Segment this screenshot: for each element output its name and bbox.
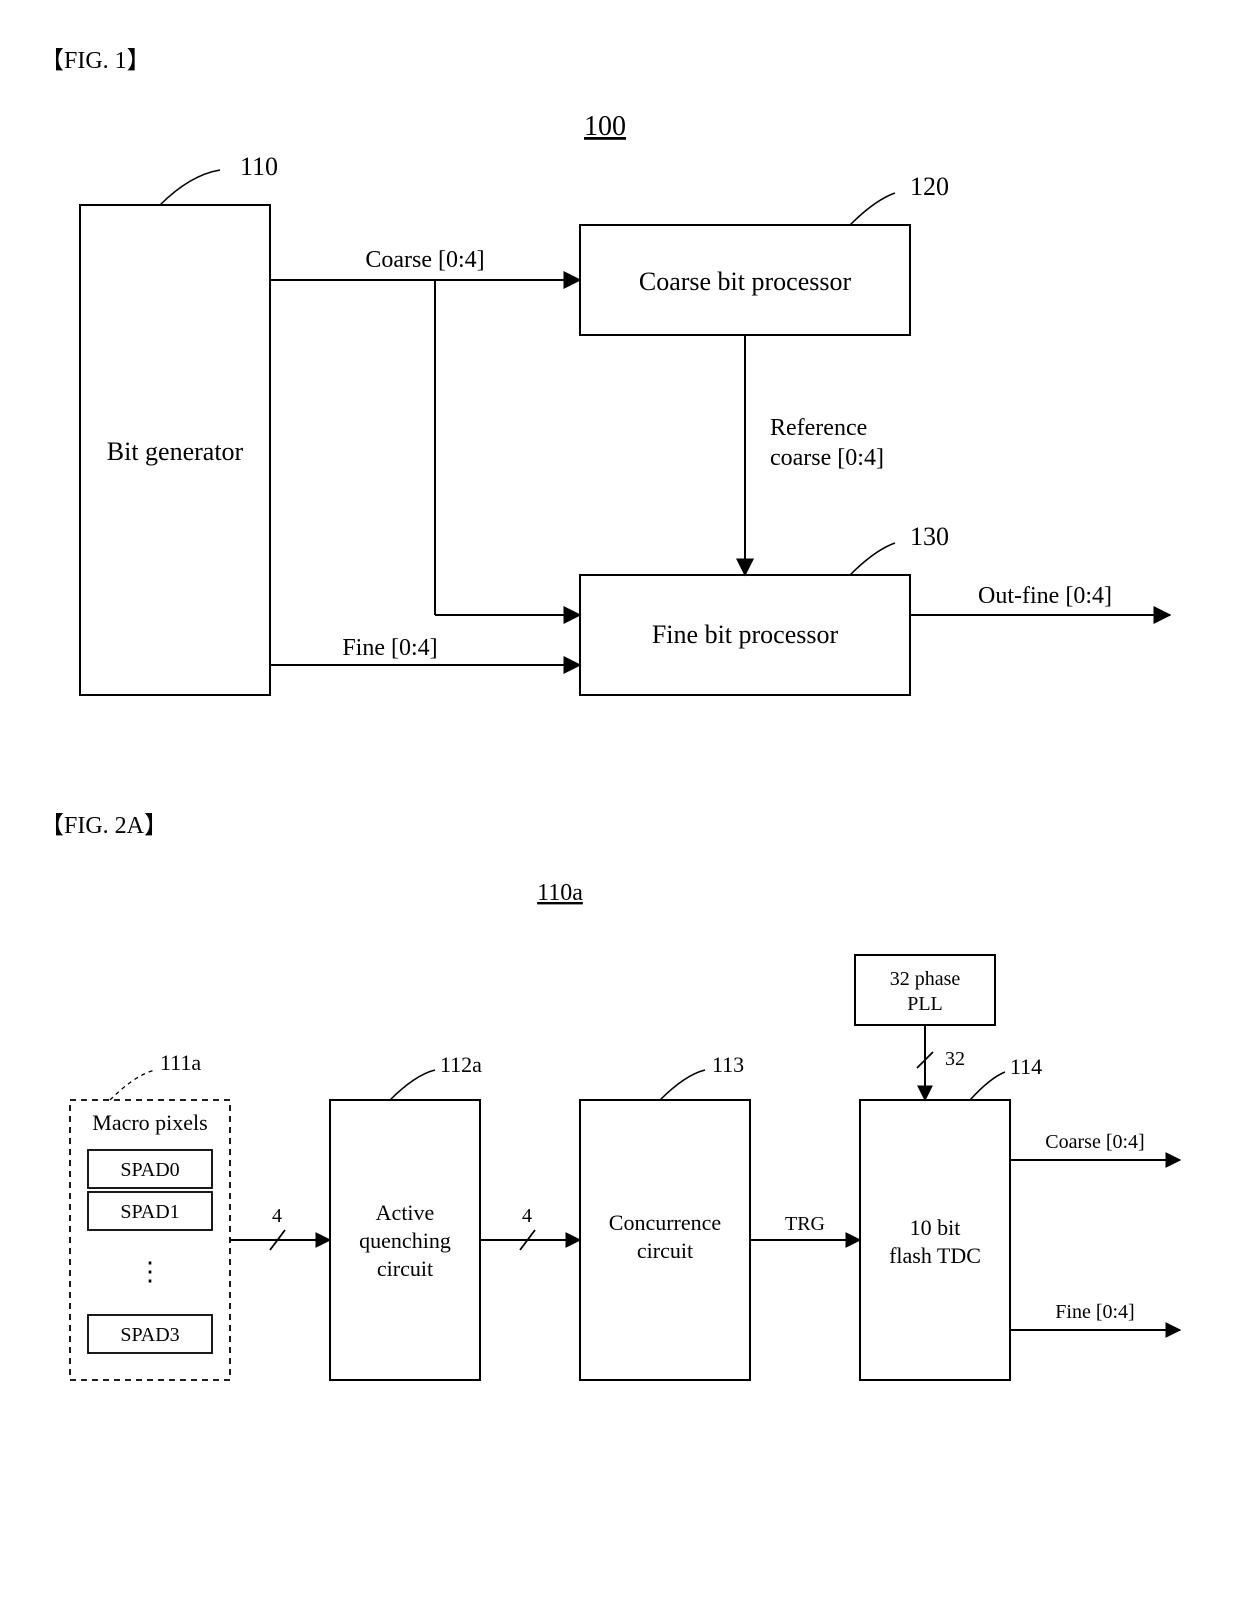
figure-1-svg: 100 Bit generator 110 Coarse bit process… — [40, 95, 1200, 745]
conc-label-l1: Concurrence — [609, 1210, 721, 1235]
signal-fine-in: Fine [0:4] — [342, 635, 437, 661]
signal-coarse-in: Coarse [0:4] — [365, 247, 484, 273]
tdc-ref: 114 — [1010, 1054, 1042, 1079]
conc-label-l2: circuit — [637, 1238, 693, 1263]
bit-generator-label: Bit generator — [107, 437, 244, 466]
ref-120-leader — [850, 193, 895, 225]
signal-bus4-a: 4 — [272, 1205, 282, 1227]
signal-coarse-out: Coarse [0:4] — [1045, 1131, 1144, 1153]
tdc-label-l2: flash TDC — [889, 1243, 981, 1268]
figure-2a-svg: 110a Macro pixels SPAD0 SPAD1 ⋮ SPAD3 11… — [40, 860, 1200, 1420]
tdc-label-l1: 10 bit — [910, 1215, 961, 1240]
pll-label-l2: PLL — [907, 993, 943, 1015]
ref-111a-leader — [110, 1070, 155, 1100]
coarse-processor-ref: 120 — [910, 172, 949, 201]
ref-114-leader — [970, 1072, 1005, 1100]
signal-ref-coarse-l1: Reference — [770, 415, 867, 441]
spad3-label: SPAD3 — [120, 1324, 179, 1346]
fine-processor-label: Fine bit processor — [652, 620, 839, 649]
macro-pixels-label: Macro pixels — [92, 1110, 207, 1135]
ref-113-leader — [660, 1070, 705, 1100]
aqc-ref: 112a — [440, 1052, 482, 1077]
figure-2a-label: 【FIG. 2A】 — [40, 805, 1200, 840]
signal-fine-out: Fine [0:4] — [1055, 1301, 1134, 1323]
fig1-title: 100 — [584, 111, 626, 142]
coarse-processor-label: Coarse bit processor — [639, 267, 852, 296]
aqc-label-l1: Active — [376, 1200, 435, 1225]
aqc-label-l2: quenching — [359, 1228, 451, 1253]
fig2a-title: 110a — [537, 880, 583, 906]
figure-1-label: 【FIG. 1】 — [40, 40, 1200, 75]
ref-130-leader — [850, 543, 895, 575]
spad0-label: SPAD0 — [120, 1159, 179, 1181]
figure-1-container: 【FIG. 1】 100 Bit generator 110 Coarse bi… — [40, 40, 1200, 745]
signal-bus32: 32 — [945, 1048, 965, 1070]
bit-generator-ref: 110 — [240, 152, 278, 181]
aqc-label-l3: circuit — [377, 1256, 433, 1281]
macro-pixels-ref: 111a — [160, 1050, 201, 1075]
spad1-label: SPAD1 — [120, 1201, 179, 1223]
fine-processor-ref: 130 — [910, 522, 949, 551]
spad-ellipsis: ⋮ — [137, 1257, 163, 1286]
tdc-box — [860, 1100, 1010, 1380]
signal-out-fine: Out-fine [0:4] — [978, 583, 1112, 609]
figure-2a-container: 【FIG. 2A】 110a Macro pixels SPAD0 SPAD1 … — [40, 805, 1200, 1420]
ref-110-leader — [160, 170, 220, 205]
pll-label-l1: 32 phase — [890, 968, 961, 990]
conc-ref: 113 — [712, 1052, 744, 1077]
signal-bus4-b: 4 — [522, 1205, 532, 1227]
signal-ref-coarse-l2: coarse [0:4] — [770, 445, 884, 471]
ref-112a-leader — [390, 1070, 435, 1100]
signal-trg: TRG — [785, 1213, 825, 1235]
